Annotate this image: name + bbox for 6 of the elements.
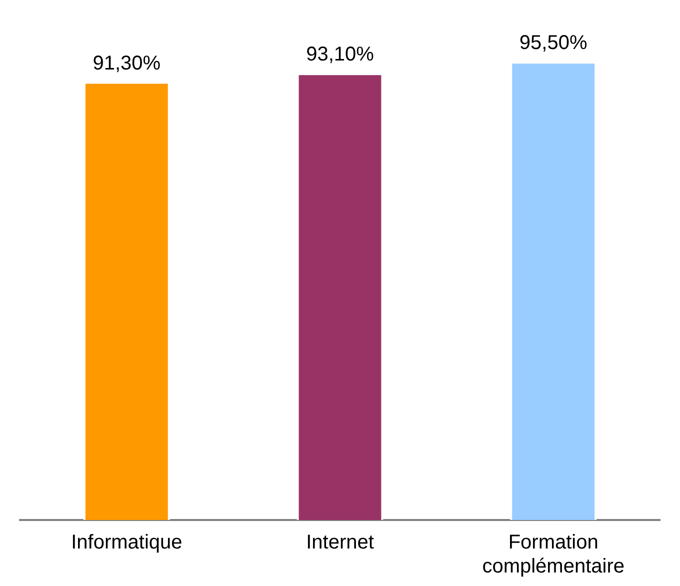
data-label: 93,10% <box>306 44 374 66</box>
x-tick-label: Internet <box>306 532 374 554</box>
x-tick-label: Informatique <box>71 532 182 554</box>
data-label: 91,30% <box>92 52 161 74</box>
data-label: 95,50% <box>519 32 588 54</box>
x-tick-label: Formation complémentaire <box>482 532 624 578</box>
